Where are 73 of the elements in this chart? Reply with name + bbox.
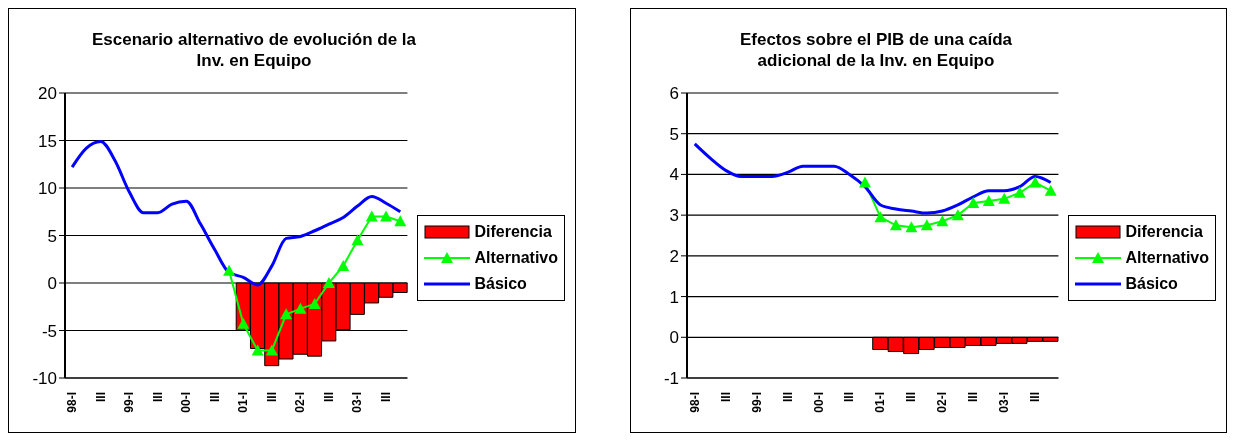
point [308,297,321,309]
point [1044,184,1057,196]
point [365,210,378,222]
x-tick-label: 01-I [873,392,888,413]
point [251,344,264,356]
x-tick-label: 01-I [236,392,251,413]
y-tick-label: 6 [669,84,679,104]
point [874,211,887,223]
x-tick-label: 99-I [749,392,764,413]
y-tick-label: -10 [32,369,57,389]
y-tick-label: 0 [669,328,679,348]
x-tick-label: III [780,392,795,403]
x-tick-label: III [1028,392,1043,403]
x-tick-label: III [93,392,108,403]
x-tick-label: 00-I [811,392,826,413]
point [394,215,407,227]
point [294,302,307,314]
x-tick-label: 99-I [122,392,137,413]
legend-label: Alternativo [1125,248,1209,267]
legend-label: Básico [1125,274,1178,293]
line-series [70,139,402,287]
point [351,234,364,246]
x-tick-label: 00-I [179,392,194,413]
y-tick-label: 5 [669,124,679,144]
y-tick-label: 1 [669,287,679,307]
x-tick-label: 02-I [935,392,950,413]
point [380,210,393,222]
legend-label: Diferencia [1125,222,1203,241]
point [905,221,918,233]
x-tick-label: III [842,392,857,403]
x-tick-label: 98-I [687,392,702,413]
point [920,219,933,231]
x-tick-label: 03-I [997,392,1012,413]
point [1029,176,1042,188]
y-tick-label: 2 [669,246,679,266]
chart-title: Escenario alternativo de evolución de la Inv. en Equipo [90,29,418,72]
x-tick-label: III [966,392,981,403]
point [223,264,236,276]
y-tick-label: 15 [38,131,57,151]
point [889,219,902,231]
x-tick-label: 03-I [350,392,365,413]
y-tick-label: 0 [47,274,57,294]
x-tick-label: 98-I [65,392,80,413]
x-tick-label: III [321,392,336,403]
point [951,209,964,221]
x-tick-label: III [264,392,279,403]
x-tick-label: III [904,392,919,403]
legend-label: Diferencia [474,222,552,241]
point [337,259,350,271]
x-tick-label: 02-I [293,392,308,413]
point [265,344,278,356]
point [322,277,335,288]
point [858,176,871,188]
x-tick-label: III [207,392,222,403]
y-tick-label: 4 [669,165,679,185]
point [982,194,995,206]
x-tick-label: III [379,392,394,403]
legend-label: Alternativo [474,248,558,267]
y-tick-label: 3 [669,206,679,226]
point [1013,186,1026,198]
y-tick-label: 20 [38,84,57,104]
x-tick-label: III [150,392,165,403]
x-tick-label: III [718,392,733,403]
point [936,215,949,227]
y-tick-label: 5 [47,226,57,246]
chart-title: Efectos sobre el PIB de una caída adicional de la Inv. en Equipo [738,29,1014,72]
y-tick-label: -5 [41,321,57,341]
point [998,192,1011,204]
y-tick-label: -1 [663,369,679,389]
legend-label: Básico [474,274,527,293]
point [280,308,293,320]
point [237,317,250,329]
y-tick-label: 10 [38,179,57,199]
